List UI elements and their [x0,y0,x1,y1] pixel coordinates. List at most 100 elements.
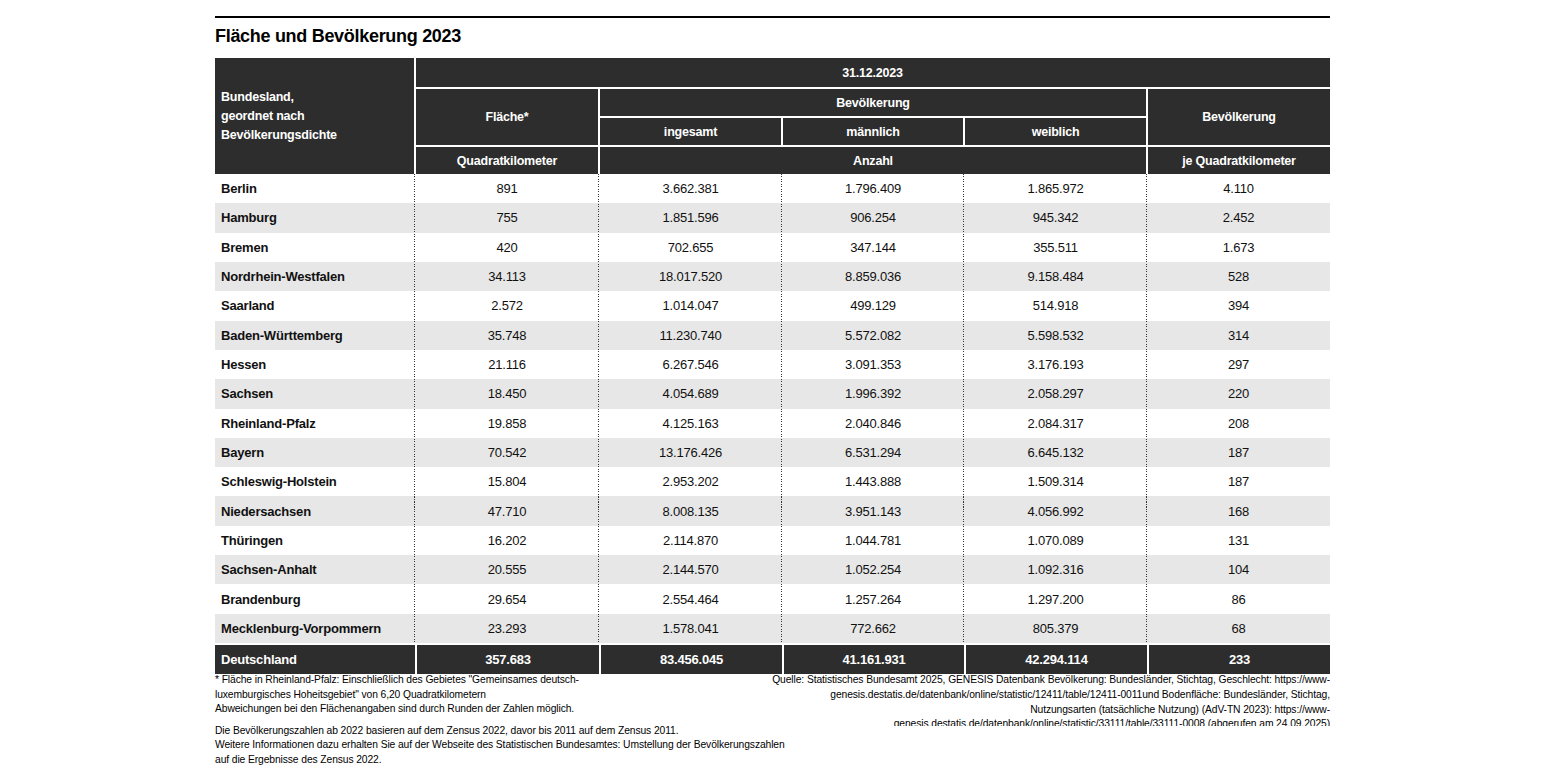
cell-insgesamt: 11.230.740 [599,321,782,350]
column-divider-dotted [598,174,599,643]
cell-flaeche: 47.710 [415,496,599,525]
cell-maennlich: 6.531.294 [782,438,964,467]
cell-bundesland: Saarland [215,291,415,320]
cell-bundesland: Mecklenburg-Vorpommern [215,614,415,643]
total-cell-maennlich: 41.161.931 [782,645,964,674]
cell-dichte: 168 [1147,496,1330,525]
cell-insgesamt: 2.554.464 [599,584,782,613]
page-title: Fläche und Bevölkerung 2023 [215,26,915,47]
cell-insgesamt: 1.014.047 [599,291,782,320]
table-row: Saarland 2.572 1.014.047 499.129 514.918… [215,291,1330,320]
cell-flaeche: 35.748 [415,321,599,350]
table-row: Niedersachsen 47.710 8.008.135 3.951.143… [215,496,1330,525]
cell-maennlich: 3.091.353 [782,350,964,379]
table-row: Hamburg 755 1.851.596 906.254 945.342 2.… [215,203,1330,232]
table-row: Nordrhein-Westfalen 34.113 18.017.520 8.… [215,262,1330,291]
cell-flaeche: 23.293 [415,614,599,643]
cell-flaeche: 420 [415,233,599,262]
cell-dichte: 187 [1147,467,1330,496]
column-header-maennlich: männlich [783,118,963,145]
cell-maennlich: 1.052.254 [782,555,964,584]
column-header-insgesamt: ingesamt [600,118,781,145]
cell-insgesamt: 1.578.041 [599,614,782,643]
cell-flaeche: 2.572 [415,291,599,320]
cell-weiblich: 1.070.089 [964,526,1147,555]
cell-dichte: 394 [1147,291,1330,320]
cell-maennlich: 906.254 [782,203,964,232]
table-row: Berlin 891 3.662.381 1.796.409 1.865.972… [215,174,1330,203]
cell-insgesamt: 702.655 [599,233,782,262]
cell-flaeche: 15.804 [415,467,599,496]
column-header-bundesland-line1: Bundesland, [221,88,337,107]
cell-insgesamt: 3.662.381 [599,174,782,203]
cell-flaeche: 18.450 [415,379,599,408]
table-body: Berlin 891 3.662.381 1.796.409 1.865.972… [215,174,1330,643]
column-header-date: 31.12.2023 [415,58,1330,87]
cell-insgesamt: 4.054.689 [599,379,782,408]
footnote-line: Weitere Informationen dazu erhalten Sie … [215,738,815,753]
cell-insgesamt: 13.176.426 [599,438,782,467]
cell-flaeche: 20.555 [415,555,599,584]
column-header-unit-quadratkilometer: Quadratkilometer [416,147,598,174]
column-header-bundesland-line2: geordnet nach [221,107,337,126]
cell-weiblich: 4.056.992 [964,496,1147,525]
cell-maennlich: 347.144 [782,233,964,262]
cell-maennlich: 1.257.264 [782,584,964,613]
cell-weiblich: 2.084.317 [964,409,1147,438]
cell-weiblich: 2.058.297 [964,379,1147,408]
page: Fläche und Bevölkerung 2023 Bundesland, … [0,0,1545,775]
statistics-table: Bundesland, geordnet nach Bevölkerungsdi… [215,58,1330,674]
table-row: Baden-Württemberg 35.748 11.230.740 5.57… [215,321,1330,350]
table-row: Bremen 420 702.655 347.144 355.511 1.673 [215,233,1330,262]
source-line: genesis.destatis.de/datenbank/online/sta… [610,717,1330,726]
cell-flaeche: 755 [415,203,599,232]
source-line: Quelle: Statistisches Bundesamt 2025, GE… [610,673,1330,688]
column-header-bevoelkerung-density: Bevölkerung [1148,89,1330,145]
cell-dichte: 131 [1147,526,1330,555]
cell-bundesland: Hamburg [215,203,415,232]
cell-maennlich: 1.443.888 [782,467,964,496]
table-row: Mecklenburg-Vorpommern 23.293 1.578.041 … [215,614,1330,643]
cell-dichte: 2.452 [1147,203,1330,232]
cell-bundesland: Rheinland-Pfalz [215,409,415,438]
cell-dichte: 220 [1147,379,1330,408]
cell-bundesland: Brandenburg [215,584,415,613]
cell-insgesamt: 2.953.202 [599,467,782,496]
footnote-line: auf die Ergebnisse des Zensus 2022. [215,753,815,768]
cell-dichte: 104 [1147,555,1330,584]
cell-weiblich: 1.509.314 [964,467,1147,496]
total-cell-flaeche: 357.683 [415,645,599,674]
cell-bundesland: Berlin [215,174,415,203]
column-header-weiblich: weiblich [965,118,1146,145]
column-divider-dotted [781,174,782,643]
cell-flaeche: 29.654 [415,584,599,613]
cell-dichte: 68 [1147,614,1330,643]
cell-bundesland: Hessen [215,350,415,379]
cell-bundesland: Baden-Württemberg [215,321,415,350]
cell-flaeche: 16.202 [415,526,599,555]
cell-flaeche: 19.858 [415,409,599,438]
total-cell-weiblich: 42.294.114 [964,645,1147,674]
cell-bundesland: Sachsen [215,379,415,408]
table-row: Hessen 21.116 6.267.546 3.091.353 3.176.… [215,350,1330,379]
cell-maennlich: 5.572.082 [782,321,964,350]
table-rows: Berlin 891 3.662.381 1.796.409 1.865.972… [215,174,1330,643]
cell-bundesland: Sachsen-Anhalt [215,555,415,584]
table-row: Schleswig-Holstein 15.804 2.953.202 1.44… [215,467,1330,496]
column-header-bundesland-line3: Bevölkerungsdichte [221,126,337,145]
cell-insgesamt: 2.144.570 [599,555,782,584]
cell-bundesland: Bremen [215,233,415,262]
cell-maennlich: 499.129 [782,291,964,320]
cell-dichte: 314 [1147,321,1330,350]
column-header-flaeche: Fläche* [416,89,598,145]
cell-dichte: 86 [1147,584,1330,613]
cell-maennlich: 1.796.409 [782,174,964,203]
cell-insgesamt: 18.017.520 [599,262,782,291]
cell-insgesamt: 8.008.135 [599,496,782,525]
column-divider-dotted [414,174,415,643]
table-row: Sachsen 18.450 4.054.689 1.996.392 2.058… [215,379,1330,408]
cell-dichte: 208 [1147,409,1330,438]
table-row: Rheinland-Pfalz 19.858 4.125.163 2.040.8… [215,409,1330,438]
cell-weiblich: 1.297.200 [964,584,1147,613]
cell-weiblich: 1.865.972 [964,174,1147,203]
